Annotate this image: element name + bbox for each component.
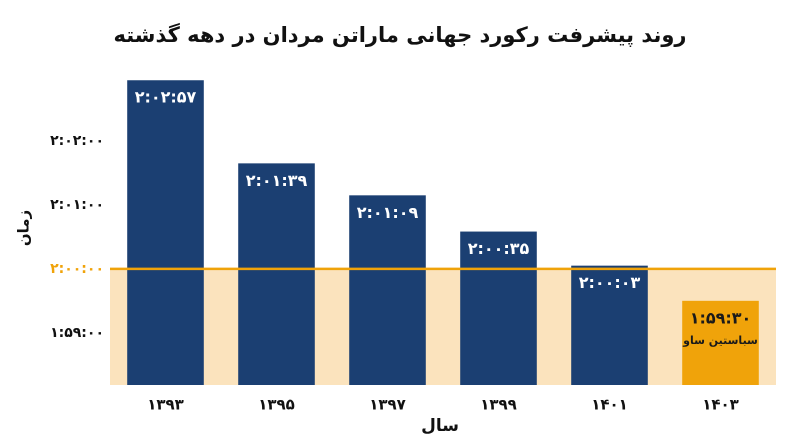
y-tick-label: ۲:۰۰:۰۰ — [50, 261, 104, 277]
bar — [460, 231, 537, 385]
y-tick-label: ۱:۵۹:۰۰ — [50, 325, 104, 341]
x-tick-label: ۱۳۹۷ — [369, 396, 406, 414]
bar — [127, 80, 204, 385]
reference-shade — [110, 268, 776, 385]
value-label: ۲:۰۱:۳۹ — [246, 171, 308, 190]
value-note: سباستین ساو — [682, 334, 758, 347]
bar — [571, 265, 648, 385]
value-label: ۲:۰۰:۰۳ — [579, 273, 641, 292]
x-tick-label: ۱۳۹۹ — [480, 396, 517, 414]
x-axis-label: سال — [421, 416, 459, 436]
bar — [682, 300, 759, 385]
y-axis-label: زمان — [15, 210, 33, 246]
x-tick-label: ۱۴۰۳ — [702, 396, 739, 414]
x-tick-label: ۱۴۰۱ — [591, 396, 628, 414]
chart-title: روند پیشرفت رکورد جهانی ماراتن مردان در … — [113, 22, 686, 47]
y-tick-label: ۲:۰۱:۰۰ — [50, 197, 104, 213]
value-label: ۲:۰۲:۵۷ — [135, 88, 197, 107]
x-tick-label: ۱۳۹۵ — [258, 396, 295, 414]
y-tick-label: ۲:۰۲:۰۰ — [50, 133, 104, 149]
bar — [238, 163, 315, 385]
x-tick-label: ۱۳۹۳ — [147, 396, 184, 414]
value-label: ۲:۰۰:۳۵ — [468, 239, 530, 258]
value-label: ۱:۵۹:۳۰ — [690, 308, 752, 327]
value-label: ۲:۰۱:۰۹ — [357, 203, 419, 222]
bar — [349, 195, 426, 385]
